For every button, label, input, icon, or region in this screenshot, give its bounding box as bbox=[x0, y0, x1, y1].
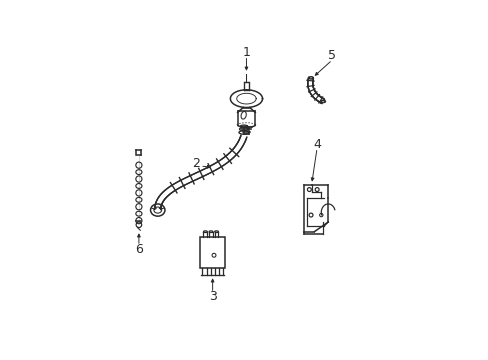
Text: 4: 4 bbox=[312, 138, 321, 151]
Text: 6: 6 bbox=[135, 243, 142, 256]
Bar bbox=[200, 237, 224, 269]
Text: 1: 1 bbox=[242, 46, 250, 59]
Text: 3: 3 bbox=[208, 290, 216, 303]
Text: 5: 5 bbox=[328, 49, 336, 62]
Text: 2: 2 bbox=[192, 157, 200, 170]
